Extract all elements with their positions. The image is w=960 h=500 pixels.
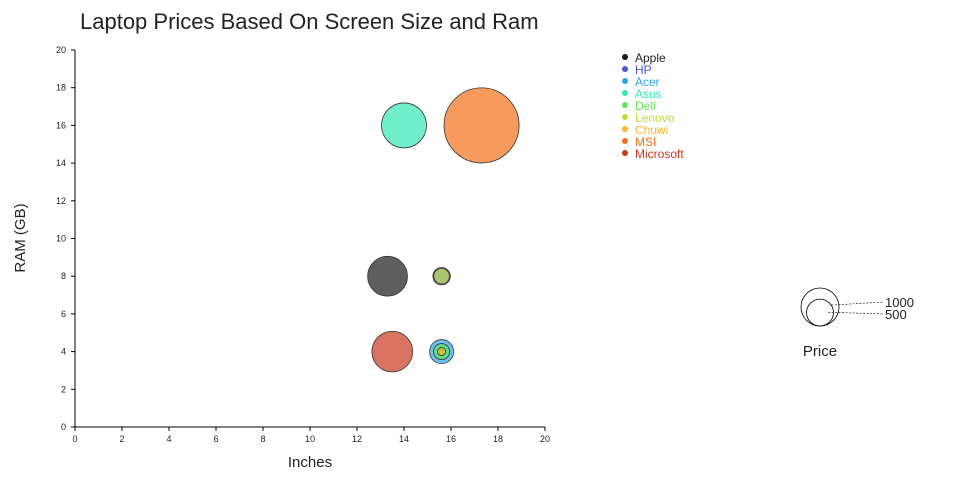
legend-marker-dell (622, 102, 628, 108)
x-tick-label: 14 (399, 434, 409, 444)
size-legend-leader (831, 301, 885, 306)
legend-marker-chuwi (622, 126, 628, 132)
legend-label-asus: Asus (635, 87, 662, 101)
x-tick-label: 10 (305, 434, 315, 444)
chart-title: Laptop Prices Based On Screen Size and R… (80, 9, 539, 34)
bubble-lenovo[interactable] (433, 267, 450, 285)
legend-label-hp: HP (635, 63, 652, 77)
legend-marker-msi (622, 138, 628, 144)
y-tick-label: 14 (56, 158, 66, 168)
y-tick-label: 6 (61, 309, 66, 319)
x-tick-label: 16 (446, 434, 456, 444)
x-tick-label: 8 (260, 434, 265, 444)
x-tick-label: 20 (540, 434, 550, 444)
y-tick-label: 16 (56, 120, 66, 130)
y-tick-label: 12 (56, 196, 66, 206)
x-tick-label: 4 (166, 434, 171, 444)
size-legend-circle (800, 287, 840, 327)
axes: 0 2 4 6 8 10 12 14 16 18 20 0 2 4 6 8 10 12 14 16 18 20 (56, 45, 550, 444)
x-axis-title: Inches (288, 454, 332, 471)
size-legend-label: 500 (885, 307, 907, 322)
x-tick-label: 0 (72, 434, 77, 444)
y-tick-label: 8 (61, 271, 66, 281)
legend-label-acer: Acer (635, 75, 660, 89)
legend-marker-hp (622, 66, 628, 72)
legend-marker-acer (622, 78, 628, 84)
legend-label-microsoft: Microsoft (635, 147, 684, 161)
bubble-apple[interactable] (367, 255, 408, 297)
bubble-msi[interactable] (443, 87, 520, 164)
legend-label-lenovo: Lenovo (635, 111, 675, 125)
bubble-asus[interactable] (381, 102, 427, 149)
bubbles (367, 87, 520, 373)
color-legend: AppleHPAcerAsusDellLenovoChuwiMSIMicroso… (622, 51, 684, 161)
y-tick-label: 20 (56, 45, 66, 55)
bubble-chuwi[interactable] (437, 347, 447, 357)
legend-label-chuwi: Chuwi (635, 123, 668, 137)
y-axis-title: RAM (GB) (12, 203, 29, 272)
x-tick-label: 6 (213, 434, 218, 444)
size-legend-title: Price (803, 343, 837, 360)
y-tick-label: 10 (56, 234, 66, 244)
legend-label-msi: MSI (635, 135, 656, 149)
legend-label-apple: Apple (635, 51, 666, 65)
y-tick-label: 4 (61, 347, 66, 357)
legend-marker-microsoft (622, 150, 628, 156)
bubble-microsoft[interactable] (371, 330, 414, 373)
x-tick-label: 18 (493, 434, 503, 444)
x-tick-label: 12 (352, 434, 362, 444)
legend-marker-lenovo (622, 114, 628, 120)
size-legend-label: 1000 (885, 295, 914, 310)
legend-marker-asus (622, 90, 628, 96)
x-tick-label: 2 (119, 434, 124, 444)
legend-marker-apple (622, 54, 628, 60)
legend-label-dell: Dell (635, 99, 656, 113)
y-tick-label: 0 (61, 422, 66, 432)
y-tick-label: 2 (61, 384, 66, 394)
size-legend-leader (828, 311, 885, 315)
size-legend-circle (806, 298, 834, 327)
y-tick-label: 18 (56, 83, 66, 93)
